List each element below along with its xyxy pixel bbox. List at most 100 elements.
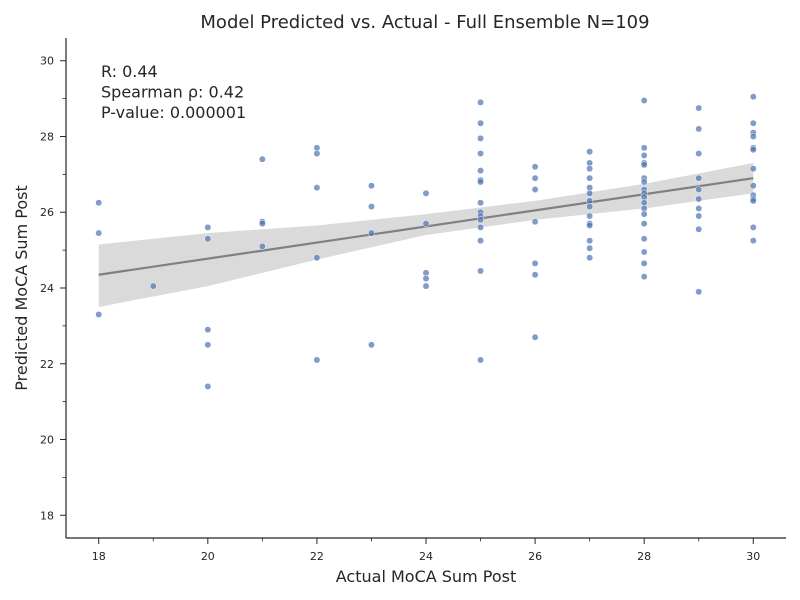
- stats-annotations: R: 0.44 Spearman ρ: 0.42P-value: 0.000001: [101, 62, 246, 122]
- data-point: [586, 244, 594, 252]
- data-point: [695, 174, 703, 182]
- y-tick-label: 22: [40, 358, 54, 371]
- data-points-layer: [95, 93, 757, 390]
- data-point: [695, 225, 703, 233]
- data-point: [640, 248, 648, 256]
- data-point: [477, 216, 484, 224]
- data-point: [749, 165, 757, 173]
- stats-annotation-2: Spearman ρ: 0.42: [101, 83, 244, 102]
- data-point: [477, 119, 484, 127]
- x-axis-label: Actual MoCA Sum Post: [336, 567, 516, 586]
- y-tick-label: 30: [40, 55, 54, 68]
- chart-title: Model Predicted vs. Actual - Full Ensemb…: [200, 12, 649, 33]
- data-point: [586, 165, 594, 173]
- data-point: [368, 182, 375, 190]
- data-point: [586, 212, 594, 220]
- data-point: [531, 163, 539, 171]
- data-point: [586, 222, 594, 229]
- data-point: [695, 195, 703, 203]
- data-point: [531, 186, 539, 193]
- data-point: [95, 199, 103, 207]
- y-tick-label: 26: [40, 206, 54, 219]
- data-point: [640, 97, 648, 104]
- data-point: [477, 134, 484, 142]
- data-point: [749, 223, 757, 231]
- data-point: [368, 203, 375, 211]
- data-point: [422, 220, 430, 228]
- data-point: [586, 174, 594, 182]
- data-point: [422, 275, 430, 282]
- data-point: [749, 146, 757, 154]
- x-tick-label: 28: [637, 550, 651, 563]
- data-point: [477, 98, 484, 106]
- data-point: [640, 210, 648, 218]
- data-point: [477, 267, 484, 275]
- x-tick-label: 22: [310, 550, 324, 563]
- data-point: [313, 254, 321, 262]
- data-point: [477, 199, 484, 207]
- data-point: [695, 186, 703, 193]
- x-tick-label: 24: [419, 550, 433, 563]
- data-point: [586, 254, 594, 262]
- data-point: [477, 167, 484, 175]
- data-point: [586, 189, 594, 197]
- data-point: [368, 229, 375, 237]
- stats-annotation-3: P-value: 0.000001: [101, 103, 246, 122]
- data-point: [640, 144, 648, 152]
- data-point: [477, 237, 484, 245]
- x-axis-ticks: 18 20 22 24 26 28 30: [92, 538, 760, 563]
- data-point: [313, 356, 321, 364]
- data-point: [313, 150, 321, 157]
- data-point: [477, 223, 484, 231]
- x-tick-label: 20: [201, 550, 215, 563]
- data-point: [204, 223, 212, 231]
- data-point: [368, 341, 375, 349]
- x-tick-label: 30: [746, 550, 760, 563]
- x-tick-label: 18: [92, 550, 106, 563]
- data-point: [695, 104, 703, 112]
- data-point: [477, 178, 484, 186]
- data-point: [695, 150, 703, 157]
- y-tick-label: 20: [40, 434, 54, 447]
- data-point: [749, 93, 757, 101]
- data-point: [313, 184, 321, 192]
- data-point: [422, 282, 430, 290]
- data-point: [204, 235, 212, 243]
- data-point: [640, 178, 648, 186]
- data-point: [586, 148, 594, 156]
- y-tick-label: 24: [40, 282, 54, 295]
- data-point: [640, 273, 648, 281]
- y-axis-label: Predicted MoCA Sum Post: [12, 185, 31, 390]
- y-tick-label: 28: [40, 130, 54, 143]
- data-point: [586, 237, 594, 245]
- data-point: [531, 333, 539, 341]
- data-point: [95, 311, 103, 318]
- data-point: [531, 271, 539, 279]
- data-point: [204, 326, 212, 334]
- data-point: [422, 189, 430, 197]
- data-point: [749, 133, 757, 140]
- data-point: [531, 259, 539, 267]
- data-point: [749, 119, 757, 127]
- data-point: [149, 282, 157, 290]
- y-tick-label: 18: [40, 509, 54, 522]
- data-point: [640, 220, 648, 228]
- data-point: [477, 356, 484, 364]
- data-point: [640, 151, 648, 159]
- data-point: [640, 161, 648, 169]
- y-axis-ticks: 18 20 22 24 26 28 30: [40, 55, 66, 522]
- data-point: [586, 203, 594, 211]
- data-point: [258, 220, 266, 228]
- data-point: [749, 182, 757, 190]
- data-point: [695, 125, 703, 133]
- data-point: [749, 237, 757, 245]
- data-point: [258, 155, 266, 163]
- data-point: [477, 150, 484, 157]
- data-point: [640, 259, 648, 267]
- data-point: [531, 218, 539, 226]
- data-point: [258, 242, 266, 250]
- data-point: [204, 341, 212, 349]
- data-point: [204, 383, 212, 390]
